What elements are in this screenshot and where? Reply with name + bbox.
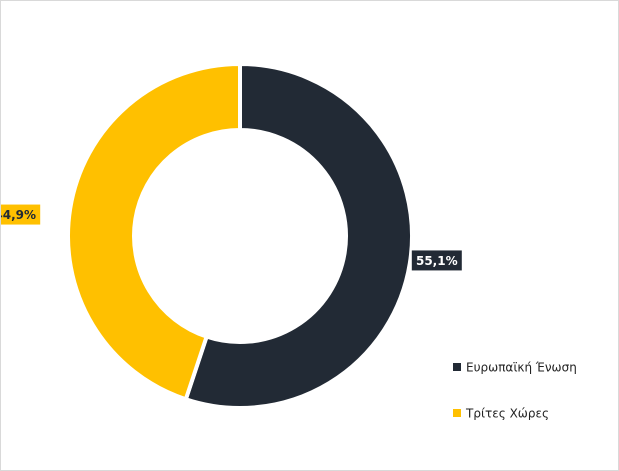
donut-segment: [183, 61, 414, 410]
value-label-bg: [1, 204, 41, 225]
legend-marker: [453, 363, 461, 371]
value-label: 44,9%: [1, 208, 36, 222]
donut-segment: [66, 61, 242, 402]
legend-label: Ευρωπαϊκή Ένωση: [466, 361, 577, 375]
legend-label: Τρίτες Χώρες: [465, 407, 549, 421]
value-label-bg: [411, 250, 462, 271]
legend-marker: [453, 409, 461, 417]
value-label: 55,1%: [416, 254, 458, 268]
